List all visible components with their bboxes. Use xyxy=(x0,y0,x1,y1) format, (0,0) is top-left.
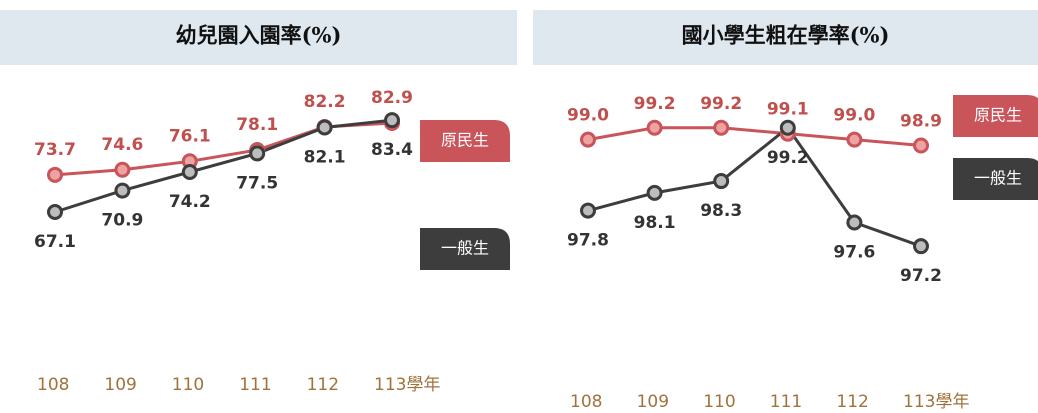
x-tick-label: 108 xyxy=(37,375,69,395)
chart-title: 幼兒園入園率(%) xyxy=(176,23,342,48)
data-point xyxy=(846,214,863,231)
data-point xyxy=(47,204,63,221)
legend-badge xyxy=(953,158,1038,200)
x-tick-label: 113學年 xyxy=(374,375,440,395)
x-tick-label: 112 xyxy=(307,375,339,395)
data-label: 82.9 xyxy=(371,88,413,108)
x-tick-label: 111 xyxy=(239,375,271,395)
data-label: 99.2 xyxy=(700,94,742,114)
legend-badge xyxy=(953,95,1038,137)
data-point xyxy=(181,164,198,181)
series-line xyxy=(587,126,922,148)
data-point xyxy=(713,173,730,190)
x-tick-label: 111 xyxy=(770,392,802,412)
legend-label: 原民生 xyxy=(441,131,489,150)
data-point xyxy=(713,119,730,136)
data-label: 97.8 xyxy=(567,231,609,251)
data-label: 77.5 xyxy=(236,173,278,193)
series-line xyxy=(54,118,393,214)
series-line xyxy=(587,125,922,248)
x-tick-label: 109 xyxy=(104,375,136,395)
data-point xyxy=(646,184,663,201)
legend-label: 一般生 xyxy=(974,169,1022,188)
data-label: 74.6 xyxy=(101,135,143,155)
x-tick-label: 110 xyxy=(703,392,735,412)
data-point xyxy=(913,238,929,255)
data-label: 99.0 xyxy=(567,106,609,126)
x-tick-label: 112 xyxy=(836,392,868,412)
x-tick-label: 108 xyxy=(570,392,602,412)
data-point xyxy=(846,131,863,148)
x-tick-label: 110 xyxy=(172,375,204,395)
data-point xyxy=(316,119,333,136)
data-label: 78.1 xyxy=(236,115,278,135)
data-point xyxy=(114,161,131,178)
data-label: 99.2 xyxy=(634,94,676,114)
data-label: 97.2 xyxy=(900,266,942,286)
data-label: 99.0 xyxy=(833,106,875,126)
title-band xyxy=(533,10,1038,65)
chart-title: 國小學生粗在學率(%) xyxy=(682,23,890,48)
data-label: 98.3 xyxy=(700,201,742,221)
data-label: 83.4 xyxy=(371,140,413,160)
legend-label: 原民生 xyxy=(974,106,1022,125)
data-point xyxy=(580,202,596,219)
data-label: 70.9 xyxy=(101,211,143,231)
data-label: 73.7 xyxy=(34,140,76,160)
data-label: 99.2 xyxy=(767,148,809,168)
x-tick-label: 113學年 xyxy=(903,392,969,412)
data-label: 82.2 xyxy=(304,92,346,112)
legend-label: 一般生 xyxy=(441,239,489,258)
data-label: 76.1 xyxy=(169,126,211,146)
data-point xyxy=(646,119,663,136)
legend-badge xyxy=(420,120,510,162)
data-point xyxy=(580,131,596,148)
data-point xyxy=(47,166,63,183)
data-point xyxy=(384,112,400,129)
data-point xyxy=(913,137,929,154)
data-label: 74.2 xyxy=(169,192,211,212)
x-tick-label: 109 xyxy=(637,392,669,412)
data-label: 67.1 xyxy=(34,232,76,252)
data-point xyxy=(249,145,266,162)
data-label: 97.6 xyxy=(833,242,875,262)
data-label: 98.1 xyxy=(634,213,676,233)
data-point xyxy=(779,119,796,136)
data-label: 82.1 xyxy=(304,148,346,168)
legend-badge xyxy=(420,228,510,270)
data-point xyxy=(114,182,131,199)
data-label: 98.9 xyxy=(900,112,942,132)
title-band xyxy=(0,10,517,65)
data-label: 99.1 xyxy=(767,100,809,120)
